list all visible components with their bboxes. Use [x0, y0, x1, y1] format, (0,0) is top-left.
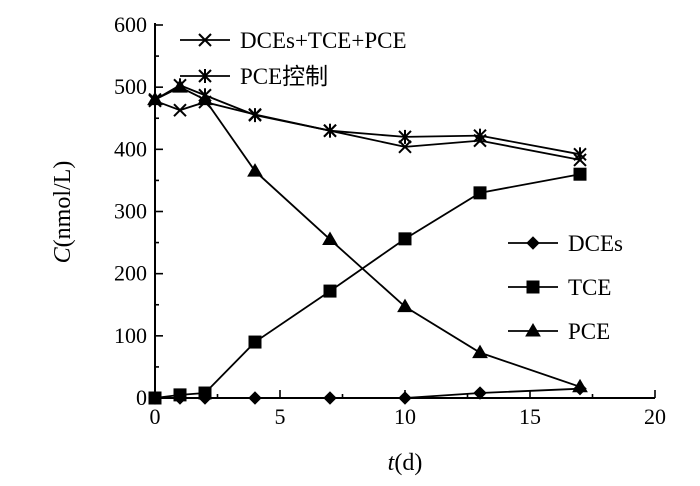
- series-line: [155, 387, 581, 399]
- data-point: [197, 91, 213, 106]
- data-point: [473, 386, 487, 400]
- series-layer: [147, 78, 588, 405]
- x-tick-label: 10: [394, 404, 416, 429]
- x-tick-label: 15: [519, 404, 541, 429]
- data-point: [172, 79, 188, 93]
- data-point: [473, 128, 487, 143]
- legend-label: PCE: [568, 319, 610, 344]
- data-point: [148, 391, 162, 405]
- data-point: [248, 335, 262, 349]
- series-line: [154, 100, 581, 161]
- data-point: [398, 232, 412, 246]
- data-point: [572, 378, 588, 393]
- y-tick-label: 600: [114, 12, 147, 37]
- x-axis-variable: t: [388, 450, 396, 476]
- legend-item: DCEs+TCE+PCE: [180, 28, 407, 53]
- legend-swatch-marker: [525, 323, 541, 337]
- data-point: [573, 167, 587, 181]
- series-line: [154, 86, 581, 388]
- legend-item: PCE: [508, 319, 610, 344]
- y-axis-title: C(nmol/L): [50, 161, 76, 264]
- legend-label: TCE: [568, 275, 611, 300]
- x-axis-title: t(d): [388, 450, 423, 476]
- data-point: [472, 344, 488, 359]
- data-point: [248, 108, 262, 123]
- legend-item: PCE控制: [180, 64, 328, 89]
- series-dces: [148, 381, 587, 405]
- x-tick-label: 0: [150, 404, 161, 429]
- data-point: [323, 391, 337, 405]
- legend-item: TCE: [508, 275, 611, 300]
- legend-layer: DCEs+TCE+PCE PCE控制 DCEs TCE PCE: [180, 28, 623, 344]
- series-tce: [148, 167, 587, 405]
- legend-2: DCEs TCE PCE: [508, 231, 623, 344]
- y-tick-label: 300: [114, 199, 147, 224]
- y-tick-label: 0: [136, 385, 147, 410]
- legend-1: DCEs+TCE+PCE PCE控制: [180, 28, 407, 89]
- legend-swatch-marker: [526, 236, 540, 250]
- x-axis-unit: (d): [394, 450, 422, 476]
- data-point: [398, 129, 412, 144]
- legend-item: DCEs: [508, 231, 623, 256]
- data-point: [323, 284, 337, 298]
- legend-swatch-marker: [526, 280, 540, 294]
- data-point: [397, 298, 413, 313]
- y-tick-label: 400: [114, 136, 147, 161]
- legend-label: DCEs+TCE+PCE: [240, 28, 407, 53]
- legend-label: PCE控制: [240, 64, 328, 89]
- x-tick-label: 20: [644, 404, 666, 429]
- data-point: [398, 391, 412, 405]
- y-tick-label: 500: [114, 74, 147, 99]
- data-point: [473, 186, 487, 200]
- data-point: [173, 103, 187, 117]
- data-point: [247, 163, 263, 177]
- y-tick-label: 200: [114, 261, 147, 286]
- data-point: [398, 140, 412, 154]
- data-point: [198, 386, 212, 400]
- data-point: [573, 147, 587, 162]
- x-tick-label: 5: [275, 404, 286, 429]
- series-pce: [147, 79, 588, 393]
- y-tick-label: 100: [114, 323, 147, 348]
- y-axis-variable: C: [50, 246, 76, 263]
- data-point: [173, 388, 187, 402]
- data-point: [322, 231, 338, 245]
- legend-swatch-marker: [198, 69, 212, 83]
- y-axis-unit: (nmol/L): [50, 161, 76, 248]
- data-point: [323, 123, 337, 138]
- series-dces-tce-pce: [148, 94, 587, 167]
- data-point: [248, 391, 262, 405]
- legend-swatch-marker: [198, 33, 212, 47]
- legend-label: DCEs: [568, 231, 623, 256]
- data-point: [147, 91, 163, 106]
